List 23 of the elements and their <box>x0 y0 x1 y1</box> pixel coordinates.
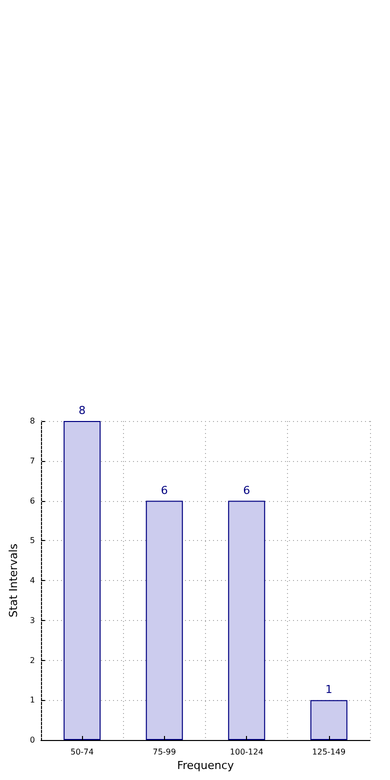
y-tick-label: 5 <box>30 536 35 546</box>
y-axis-title: Stat Intervals <box>7 543 20 618</box>
bar <box>228 500 266 740</box>
x-tick-label: 125-149 <box>312 748 346 756</box>
data-label: 6 <box>243 484 250 497</box>
bar <box>146 500 183 740</box>
x-tick-label: 75-99 <box>152 748 176 756</box>
x-axis-title: Frequency <box>177 759 234 772</box>
y-tick-label: 6 <box>30 496 35 506</box>
y-tick-label: 2 <box>30 656 35 665</box>
bar <box>310 700 348 740</box>
y-tick-label: 3 <box>30 616 35 625</box>
data-label: 8 <box>78 404 86 417</box>
x-tick-label: 50-74 <box>70 748 94 756</box>
y-tick-label: 7 <box>30 456 35 466</box>
data-label: 6 <box>160 484 168 497</box>
bar <box>64 421 101 740</box>
y-tick-label: 1 <box>30 696 35 705</box>
y-tick-label: 0 <box>30 736 35 744</box>
y-tick-label: 8 <box>30 416 35 426</box>
y-tick-label: 4 <box>30 576 35 585</box>
x-tick-label: 100-124 <box>230 748 264 756</box>
data-label: 1 <box>325 683 332 696</box>
